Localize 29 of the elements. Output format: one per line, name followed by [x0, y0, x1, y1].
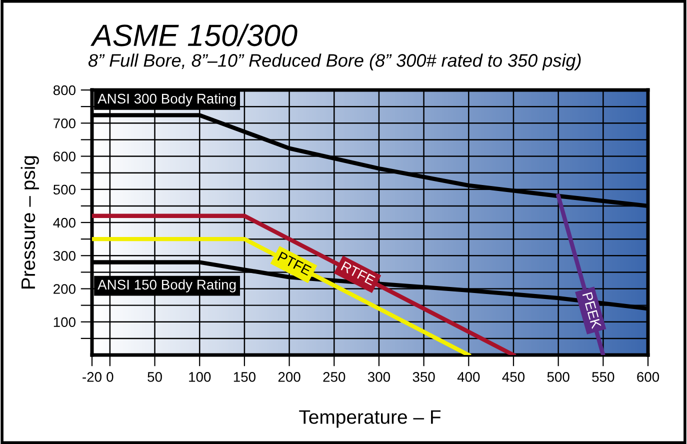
- y-tick-label: 700: [54, 118, 76, 128]
- chart-title: ASME 150/300: [90, 24, 298, 46]
- chart-subtitle: 8” Full Bore, 8”–10” Reduced Bore (8” 300# rated to 350 psig): [88, 54, 581, 70]
- x-tick-label: 200: [278, 372, 300, 382]
- y-tick-label: 800: [53, 85, 76, 96]
- x-axis-title: Temperature – F: [299, 410, 441, 428]
- x-tick-label: 350: [412, 372, 435, 382]
- x-tick-label: 600: [637, 372, 660, 382]
- x-tick-label: 400: [457, 372, 480, 382]
- x-tick-label: -20: [82, 372, 102, 382]
- y-tick-label: 300: [53, 250, 76, 261]
- x-tick-label: 450: [502, 372, 525, 382]
- y-tick-label: 400: [53, 218, 76, 228]
- y-tick-label: 200: [54, 284, 76, 294]
- y-axis-title: Pressure – psig: [20, 156, 39, 288]
- x-tick-label: 100: [189, 372, 211, 382]
- x-tick-label: 550: [592, 372, 614, 382]
- x-tick-label: 300: [368, 372, 390, 382]
- x-tick-label: 0: [106, 372, 114, 382]
- x-tick-label: 150: [234, 372, 256, 382]
- x-tick-label: 50: [148, 372, 162, 382]
- x-tick-label: 250: [323, 372, 346, 382]
- y-tick-label: 600: [54, 152, 76, 162]
- y-tick-label: 100: [54, 317, 76, 328]
- series-label: ANSI 150 Body Rating: [98, 279, 236, 292]
- series-label: ANSI 300 Body Rating: [98, 93, 236, 106]
- y-tick-label: 500: [53, 184, 76, 195]
- x-tick-label: 500: [547, 372, 570, 382]
- text: PEEK: [582, 292, 602, 330]
